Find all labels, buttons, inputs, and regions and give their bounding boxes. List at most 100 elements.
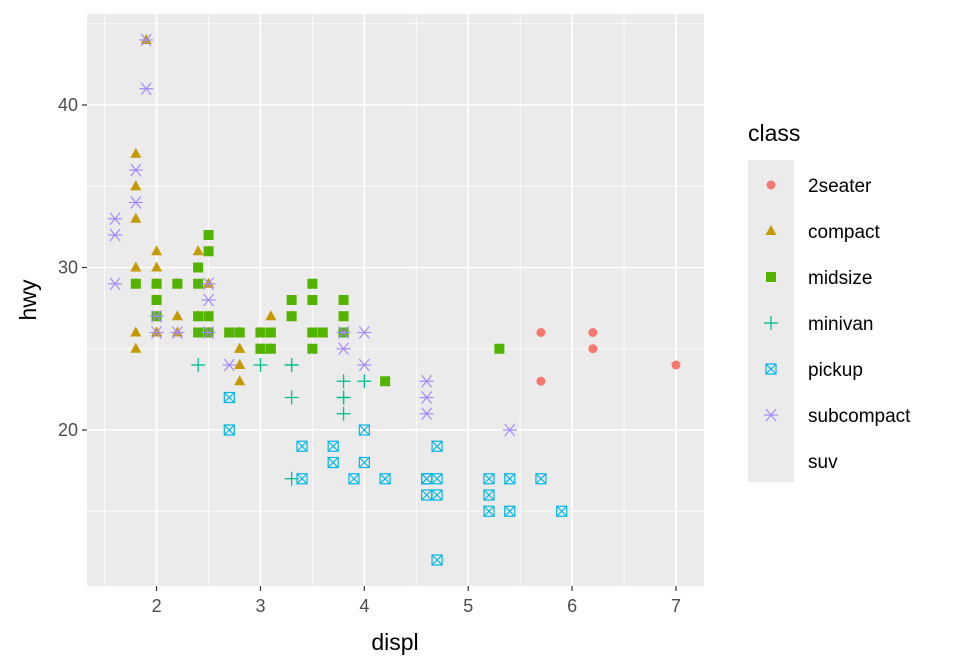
point-midsize [193,311,204,322]
legend-key-pickup [765,363,777,375]
point-compact [151,245,163,256]
legend-label-minivan: minivan [808,314,873,335]
point-pickup [296,473,308,485]
point-compact [151,261,163,272]
point-subcompact [108,277,123,291]
point-minivan [284,358,299,372]
point-midsize [380,376,391,387]
point-subcompact [419,374,434,388]
point-midsize [307,278,318,289]
point-2seater [536,376,546,386]
point-midsize [286,311,297,322]
point-2seater [588,344,598,354]
data-points [108,33,681,566]
point-compact [130,147,142,158]
point-midsize [255,327,266,338]
point-compact [234,342,246,353]
point-minivan [284,471,299,486]
point-subcompact [357,358,372,372]
x-tick-label: 3 [255,596,265,616]
point-pickup [223,391,235,404]
point-midsize [151,295,162,305]
point-midsize [130,278,141,289]
point-midsize [193,327,204,338]
point-pickup [431,473,443,485]
point-pickup [504,505,516,517]
point-midsize [338,311,349,322]
point-subcompact [419,407,434,421]
point-pickup [223,424,235,436]
legend-key-compact [765,225,777,235]
x-tick-label: 7 [671,596,681,616]
point-compact [171,326,183,337]
point-subcompact [108,212,123,226]
point-compact [151,326,163,337]
point-subcompact [128,196,143,209]
legend-key-2seater [766,180,776,190]
point-compact [203,277,215,288]
y-tick-label: 40 [58,95,78,115]
point-minivan [253,358,268,372]
point-subcompact [128,163,143,177]
point-midsize [286,295,297,305]
point-minivan [336,406,351,421]
point-compact [234,359,246,369]
point-subcompact [139,82,154,96]
point-compact [234,375,246,386]
point-compact [171,310,183,321]
point-midsize [193,278,204,289]
point-subcompact [336,326,351,339]
point-compact [265,310,277,321]
point-compact [130,326,142,337]
point-compact [130,212,142,223]
legend-key-subcompact [764,408,778,422]
point-2seater [671,360,681,370]
point-2seater [588,328,598,337]
point-midsize [255,343,266,354]
point-compact [192,245,204,256]
point-subcompact [170,326,185,339]
y-axis-title: hwy [15,279,41,320]
legend-label-compact: compact [808,222,881,243]
point-subcompact [222,358,237,372]
point-subcompact [201,293,216,307]
point-compact [130,261,142,272]
point-midsize [307,327,318,338]
point-midsize [307,295,318,305]
point-subcompact [149,309,164,323]
point-subcompact [502,423,517,437]
x-tick-label: 6 [567,596,577,616]
point-pickup [358,456,370,469]
legend-label-suv: suv [808,452,838,473]
x-tick-label: 5 [463,596,473,616]
point-midsize [265,343,276,354]
point-minivan [191,358,206,372]
point-2seater [536,328,546,337]
point-subcompact [201,277,216,291]
point-midsize [317,327,328,338]
axes: 2 3 4 5 6 7 20 30 40 [58,95,681,616]
point-midsize [172,278,183,289]
x-tick-label: 2 [152,596,162,616]
gridlines [87,14,704,586]
point-pickup [483,489,495,501]
legend-key-minivan [764,316,778,330]
point-minivan [357,374,372,389]
point-subcompact [149,326,164,339]
panel-background [87,14,704,586]
x-tick-label: 4 [359,596,369,616]
point-pickup [431,440,443,452]
point-compact [130,180,142,191]
legend-label-midsize: midsize [808,268,872,289]
point-subcompact [357,326,372,339]
point-pickup [556,505,568,517]
point-compact [130,342,142,353]
point-subcompact [336,342,351,356]
point-pickup [483,473,495,485]
x-axis-title: displ [371,629,418,655]
point-midsize [203,230,214,240]
point-minivan [336,390,351,405]
point-minivan [284,390,299,405]
point-pickup [348,473,360,485]
